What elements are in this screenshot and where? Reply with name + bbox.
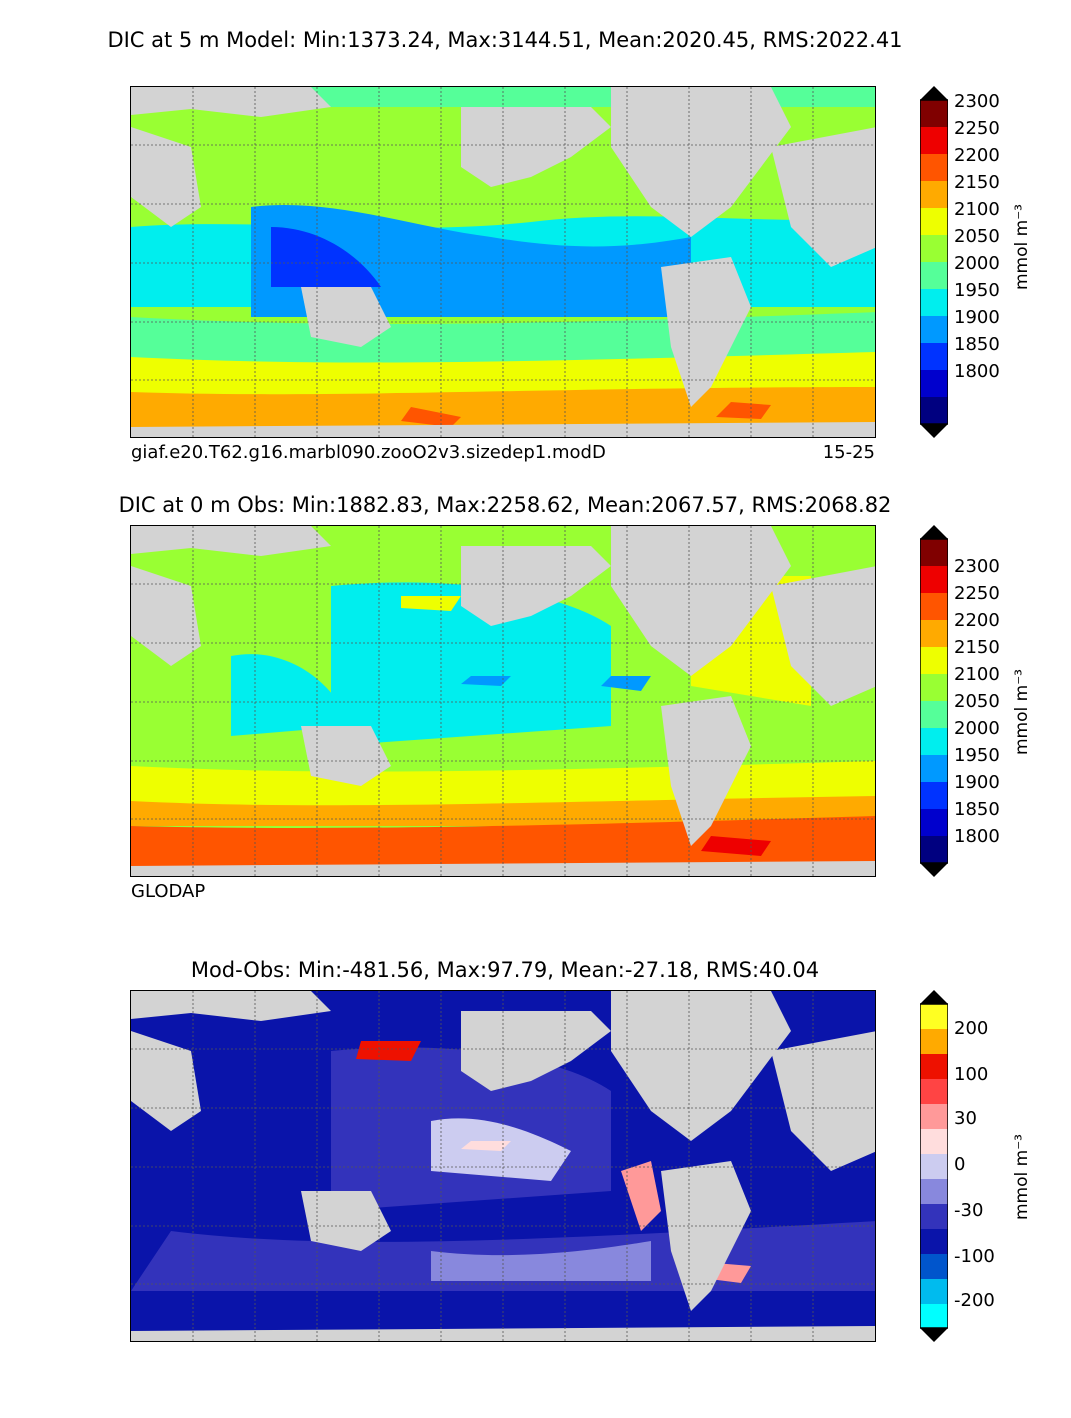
colorbar-tick: 2300: [954, 91, 1000, 112]
panel-title: Mod-Obs: Min:-481.56, Max:97.79, Mean:-2…: [190, 958, 820, 982]
colorbar-tick: 200: [954, 1018, 989, 1039]
colorbar-tick: 1900: [954, 772, 1000, 793]
obs-panel: DIC at 0 m Obs: Min:1882.83, Max:2258.62…: [0, 493, 1071, 953]
colorbar-tick: 0: [954, 1154, 966, 1175]
colorbar-tick: 2150: [954, 172, 1000, 193]
colorbar-tick: -30: [954, 1200, 984, 1221]
colorbar-tick: 1800: [954, 361, 1000, 382]
colorbar-tick: -100: [954, 1246, 995, 1267]
colorbar-tick: 1800: [954, 826, 1000, 847]
obs-colorbar: [920, 525, 948, 877]
diff-map: [130, 990, 876, 1342]
obs-map-svg: [131, 526, 875, 876]
panel-title: DIC at 0 m Obs: Min:1882.83, Max:2258.62…: [118, 493, 892, 517]
model-panel: DIC at 5 m Model: Min:1373.24, Max:3144.…: [0, 28, 1071, 488]
diff-panel: Mod-Obs: Min:-481.56, Max:97.79, Mean:-2…: [0, 958, 1071, 1418]
diff-colorbar: [920, 990, 948, 1342]
depth-range-caption: 15-25: [822, 442, 875, 463]
colorbar-tick: 1950: [954, 280, 1000, 301]
model-colorbar: [920, 86, 948, 438]
colorbar-tick: 2050: [954, 226, 1000, 247]
colorbar-tick: 100: [954, 1064, 989, 1085]
colorbar-tick: 1950: [954, 745, 1000, 766]
colorbar-unit: mmol m⁻³: [1012, 1134, 1032, 1220]
colorbar-tick: 1850: [954, 799, 1000, 820]
colorbar-tick: 2150: [954, 637, 1000, 658]
colorbar-tick: 1900: [954, 307, 1000, 328]
model-map-svg: [131, 87, 875, 437]
colorbar-tick: 2100: [954, 199, 1000, 220]
colorbar-tick: 2250: [954, 583, 1000, 604]
source-caption: GLODAP: [131, 881, 206, 902]
colorbar-tick: 2050: [954, 691, 1000, 712]
colorbar-tick: 2300: [954, 556, 1000, 577]
colorbar-tick: 2250: [954, 118, 1000, 139]
colorbar-unit: mmol m⁻³: [1012, 204, 1032, 290]
colorbar-tick: 2000: [954, 253, 1000, 274]
panel-title: DIC at 5 m Model: Min:1373.24, Max:3144.…: [107, 28, 903, 52]
colorbar-tick: -200: [954, 1290, 995, 1311]
colorbar-tick: 30: [954, 1108, 977, 1129]
colorbar-tick: 2200: [954, 145, 1000, 166]
colorbar-unit: mmol m⁻³: [1012, 669, 1032, 755]
colorbar-tick: 1850: [954, 334, 1000, 355]
colorbar-tick: 2000: [954, 718, 1000, 739]
diff-map-svg: [131, 991, 875, 1341]
colorbar-tick: 2100: [954, 664, 1000, 685]
model-map: [130, 86, 876, 438]
run-caption: giaf.e20.T62.g16.marbl090.zooO2v3.sizede…: [131, 442, 606, 463]
obs-map: [130, 525, 876, 877]
colorbar-tick: 2200: [954, 610, 1000, 631]
